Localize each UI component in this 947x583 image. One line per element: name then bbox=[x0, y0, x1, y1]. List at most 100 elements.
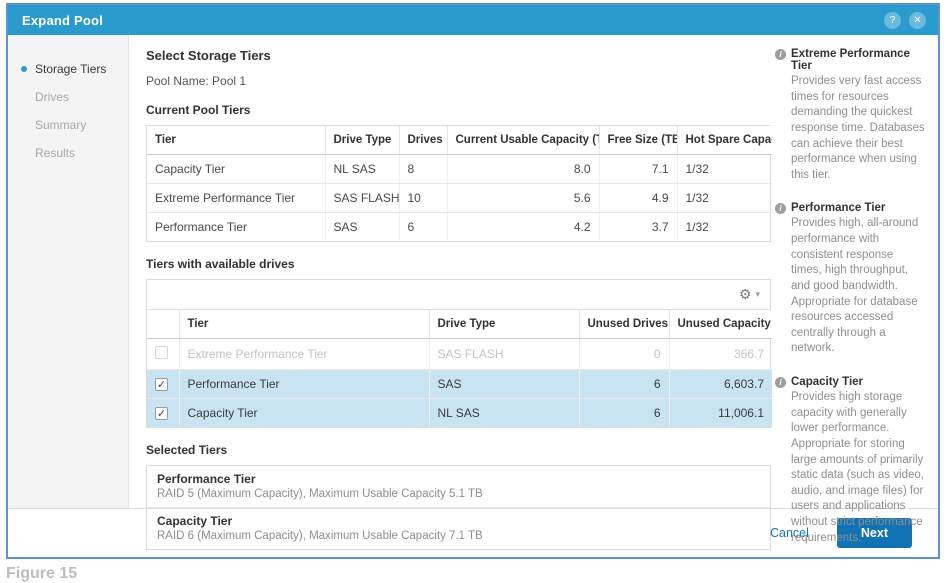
next-button[interactable]: Next bbox=[836, 518, 912, 548]
cell-unused-capacity: 366.7 bbox=[668, 338, 772, 370]
column-header: Hot Spare Capacity bbox=[676, 126, 772, 155]
cell-usable-capacity: 8.0 bbox=[446, 154, 599, 184]
wizard-steps: Storage Tiers Drives Summary Results bbox=[8, 35, 129, 508]
table-row-capacity[interactable]: ✓ Capacity Tier NL SAS 6 11,006.1 bbox=[147, 398, 772, 427]
cell-drive-type: SAS FLASH bbox=[324, 183, 399, 213]
cell-drives: 8 bbox=[398, 154, 447, 184]
cell-tier: Capacity Tier bbox=[178, 398, 429, 427]
cell-usable-capacity: 5.6 bbox=[446, 183, 599, 213]
table-row-extreme-performance: Extreme Performance Tier SAS FLASH 0 366… bbox=[147, 338, 772, 370]
list-item: Performance Tier RAID 5 (Maximum Capacit… bbox=[147, 466, 770, 508]
cell-unused-capacity: 6,603.7 bbox=[668, 369, 772, 399]
step-summary: Summary bbox=[8, 111, 128, 139]
selected-tier-name: Performance Tier bbox=[157, 472, 256, 486]
cell-drive-type: NL SAS bbox=[428, 398, 579, 427]
current-pool-tiers-title: Current Pool Tiers bbox=[146, 103, 251, 117]
dialog-titlebar: Expand Pool ? ✕ bbox=[8, 5, 938, 35]
active-step-dot bbox=[21, 66, 27, 72]
column-header: Drive Type bbox=[428, 310, 579, 339]
cell-hot-spare: 1/32 bbox=[676, 183, 772, 213]
cell-tier: Extreme Performance Tier bbox=[147, 183, 325, 213]
help-body: Provides very fast access times for reso… bbox=[791, 75, 925, 181]
step-results: Results bbox=[8, 139, 128, 167]
current-pool-tiers-table: Tier Drive Type Drives Current Usable Ca… bbox=[146, 125, 772, 242]
column-header: Drives bbox=[398, 126, 447, 155]
step-drives: Drives bbox=[8, 83, 128, 111]
cell-free-size: 3.7 bbox=[598, 212, 677, 241]
info-icon: i bbox=[775, 377, 786, 388]
step-label: Summary bbox=[35, 118, 87, 132]
cell-unused-drives: 0 bbox=[578, 338, 669, 370]
row-checkbox bbox=[155, 346, 168, 359]
step-label: Results bbox=[35, 146, 76, 160]
available-tiers-title: Tiers with available drives bbox=[146, 257, 295, 271]
help-title: Performance Tier bbox=[791, 202, 886, 215]
help-title: Extreme Performance Tier bbox=[791, 48, 910, 72]
pool-name-label: Pool Name: Pool 1 bbox=[146, 74, 247, 88]
help-body: Provides high storage capacity with gene… bbox=[791, 391, 924, 544]
cell-usable-capacity: 4.2 bbox=[446, 212, 599, 241]
close-icon[interactable]: ✕ bbox=[909, 11, 926, 29]
help-section-extreme-performance: i Extreme Performance Tier Provides very… bbox=[775, 48, 926, 183]
table-row: Capacity Tier NL SAS 8 8.0 7.1 1/32 bbox=[147, 154, 772, 184]
available-tiers-table: ⚙ ▾ Tier Drive Type Unused Drives Unused… bbox=[146, 279, 772, 428]
column-header: Unused Capacity (GB) bbox=[668, 310, 772, 339]
column-header: Unused Drives bbox=[578, 310, 669, 339]
cell-free-size: 7.1 bbox=[598, 154, 677, 184]
header-row: Tier Drive Type Unused Drives Unused Cap… bbox=[147, 310, 772, 339]
dialog-body: Storage Tiers Drives Summary Results Sel… bbox=[8, 35, 938, 550]
help-section-capacity: i Capacity Tier Provides high storage ca… bbox=[775, 376, 926, 546]
cell-drive-type: SAS FLASH bbox=[428, 338, 579, 370]
table-row: Extreme Performance Tier SAS FLASH 10 5.… bbox=[147, 183, 772, 213]
help-icon[interactable]: ? bbox=[884, 11, 901, 29]
table-toolbar: ⚙ ▾ bbox=[147, 280, 770, 310]
main-content: Select Storage Tiers Pool Name: Pool 1 C… bbox=[129, 35, 773, 550]
selected-tier-detail: RAID 5 (Maximum Capacity), Maximum Usabl… bbox=[157, 488, 483, 500]
cell-unused-drives: 6 bbox=[578, 398, 669, 427]
cell-free-size: 4.9 bbox=[598, 183, 677, 213]
cell-drive-type: NL SAS bbox=[324, 154, 399, 184]
help-panel: i Extreme Performance Tier Provides very… bbox=[773, 35, 938, 544]
column-header: Tier bbox=[178, 310, 429, 339]
header-row: Tier Drive Type Drives Current Usable Ca… bbox=[147, 126, 772, 155]
dialog-title: Expand Pool bbox=[22, 12, 103, 28]
selected-tiers-title: Selected Tiers bbox=[146, 443, 228, 457]
table-row-performance[interactable]: ✓ Performance Tier SAS 6 6,603.7 bbox=[147, 369, 772, 399]
expand-pool-dialog: Expand Pool ? ✕ Storage Tiers Drives Sum… bbox=[6, 3, 940, 559]
selected-tier-name: Capacity Tier bbox=[157, 514, 233, 528]
figure-caption: Figure 15 bbox=[6, 565, 78, 582]
cell-drive-type: SAS bbox=[324, 212, 399, 241]
step-label: Storage Tiers bbox=[35, 62, 107, 76]
cell-hot-spare: 1/32 bbox=[676, 212, 772, 241]
cell-drive-type: SAS bbox=[428, 369, 579, 399]
cell-tier: Extreme Performance Tier bbox=[178, 338, 429, 370]
column-header: Drive Type bbox=[324, 126, 399, 155]
settings-gear-icon[interactable]: ⚙ bbox=[738, 286, 752, 302]
page-title: Select Storage Tiers bbox=[146, 48, 271, 63]
column-header: Current Usable Capacity (TB) bbox=[446, 126, 599, 155]
dialog-footer: Cancel Next bbox=[8, 508, 938, 557]
cell-tier: Performance Tier bbox=[178, 369, 429, 399]
list-item: Capacity Tier RAID 6 (Maximum Capacity),… bbox=[147, 508, 770, 549]
cell-hot-spare: 1/32 bbox=[676, 154, 772, 184]
column-header: Free Size (TB) bbox=[598, 126, 677, 155]
cell-tier: Performance Tier bbox=[155, 220, 248, 234]
row-checkbox[interactable]: ✓ bbox=[155, 407, 168, 420]
chevron-down-icon[interactable]: ▾ bbox=[755, 289, 760, 299]
help-title: Capacity Tier bbox=[791, 376, 864, 388]
column-header: Tier bbox=[147, 126, 325, 155]
row-checkbox[interactable]: ✓ bbox=[155, 378, 168, 391]
info-icon: i bbox=[775, 203, 786, 215]
help-body: Provides high, all-around performance wi… bbox=[791, 217, 919, 355]
step-storage-tiers[interactable]: Storage Tiers bbox=[8, 55, 128, 83]
cell-unused-drives: 6 bbox=[578, 369, 669, 399]
cell-drives: 6 bbox=[398, 212, 447, 241]
checkbox-column-header bbox=[147, 310, 179, 339]
cancel-button[interactable]: Cancel bbox=[769, 526, 809, 540]
info-icon: i bbox=[775, 49, 786, 60]
cell-drives: 10 bbox=[398, 183, 447, 213]
selected-tiers-box: Performance Tier RAID 5 (Maximum Capacit… bbox=[146, 465, 771, 550]
selected-tier-detail: RAID 6 (Maximum Capacity), Maximum Usabl… bbox=[157, 530, 483, 542]
help-section-performance: i Performance Tier Provides high, all-ar… bbox=[775, 202, 926, 357]
step-label: Drives bbox=[35, 90, 70, 104]
